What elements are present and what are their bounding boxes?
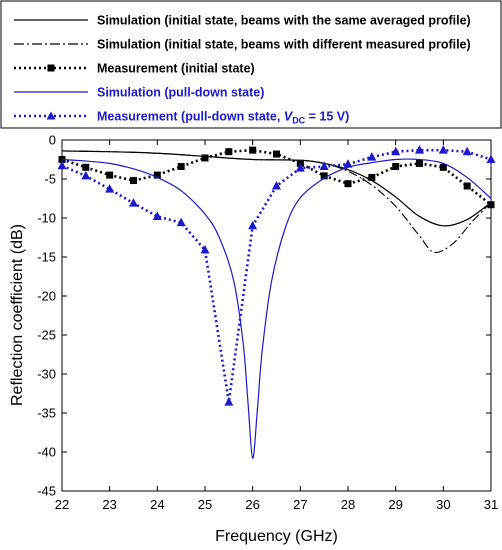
y-tick-label: -35 [37,406,56,421]
series-layer [57,145,496,459]
y-tick-label: -30 [37,367,56,382]
legend-label-meas-initial: Measurement (initial state) [97,62,255,76]
data-point-square [439,163,447,171]
legend-label-meas-pulldown: Measurement (pull-down state, VDC = 15 V… [97,110,349,126]
data-point-triangle [129,198,138,207]
x-tick-label: 31 [484,497,498,512]
y-tick-label: 0 [49,133,56,148]
legend-label-sim-avg: Simulation (initial state, beams with th… [97,14,471,28]
series-sim-pulldown-line [61,158,492,459]
data-point-square [463,182,471,190]
y-tick-label: -5 [44,172,56,187]
data-point-triangle [224,397,234,406]
axis-ticks: 22 23 24 25 26 27 28 29 30 31 -45 -40 -35 -30 -25 -20 -1… [37,133,498,513]
y-tick-label: -20 [37,289,56,304]
data-point-square [225,148,233,156]
legend: Simulation (initial state, beams with th… [0,0,502,129]
legend-label-sim-pulldown: Simulation (pull-down state) [97,86,264,100]
y-tick-label: -10 [37,211,56,226]
x-axis-title: Frequency (GHz) [215,528,338,545]
series-sim-initial-measured-line [61,150,492,254]
data-point-triangle [81,170,91,180]
y-tick-label: -45 [37,484,56,499]
x-tick-label: 28 [341,497,355,512]
data-point-square [344,180,352,188]
series-sim-initial-avg-line [61,150,492,227]
y-tick-label: -25 [37,328,56,343]
data-point-triangle [319,161,329,171]
legend-label-meas-pulldown-end: = 15 V) [305,110,349,124]
data-point-square [106,171,114,179]
data-point-square [249,146,257,154]
x-tick-label: 24 [150,497,164,512]
data-point-square [487,201,495,209]
data-point-triangle [57,160,67,170]
data-point-square [392,163,400,171]
plot-frame [61,139,492,492]
series-sim-initial-avg [61,150,492,227]
legend-box [0,0,502,129]
y-tick-label: -40 [37,445,56,460]
data-point-triangle [343,159,353,168]
x-tick-label: 30 [436,497,450,512]
x-tick-label: 22 [55,497,69,512]
data-point-square [273,150,280,158]
series-sim-pulldown [61,158,492,459]
data-point-square [153,171,161,179]
legend-label-vdc-var: V [284,110,294,124]
x-tick-label: 27 [293,497,307,512]
x-tick-label: 26 [245,497,259,512]
data-point-square [177,163,185,171]
x-tick-label: 29 [388,497,402,512]
data-point-triangle [272,181,281,190]
series-meas-pulldown [57,145,496,406]
series-sim-initial-measured [61,150,492,254]
y-tick-label: -15 [37,250,56,265]
data-point-triangle [415,145,424,154]
data-point-triangle [105,184,115,193]
data-point-square [130,177,137,185]
data-point-square [82,163,90,171]
data-point-triangle [152,211,162,220]
data-point-triangle [176,217,186,227]
data-point-square [416,159,423,167]
legend-label-vdc-sub: DC [292,116,305,126]
data-point-square [368,173,376,181]
legend-marker-square [47,64,55,72]
x-tick-label: 25 [198,497,212,512]
data-point-triangle [367,152,377,161]
data-point-triangle [486,154,496,163]
series-meas-initial-line [61,148,492,206]
data-point-triangle [462,146,472,156]
data-point-triangle [391,146,401,156]
legend-label-meas-pulldown-main: Measurement (pull-down state, [97,110,284,124]
data-point-triangle [438,145,448,154]
legend-label-sim-measured: Simulation (initial state, beams with di… [97,38,471,52]
data-point-triangle [295,163,305,172]
data-point-square [320,172,328,180]
data-point-triangle [200,244,210,254]
data-point-triangle [248,220,258,230]
y-axis-title: Reflection coefficient (dB) [9,224,26,406]
x-tick-label: 23 [102,497,116,512]
data-point-square [201,154,209,162]
legend-marker-triangle [46,111,56,120]
